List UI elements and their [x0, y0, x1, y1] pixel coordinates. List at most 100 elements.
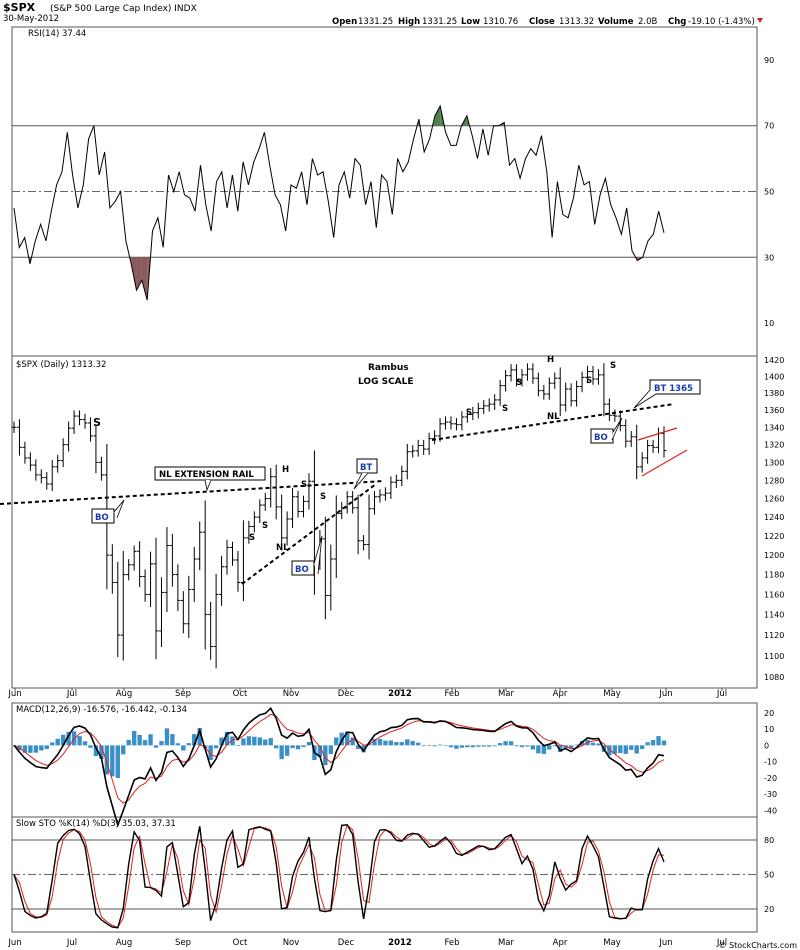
rsi-tick-label: 10 [764, 319, 774, 328]
macd-histogram-bar [497, 743, 503, 746]
macd-histogram-bar [142, 740, 148, 746]
macd-histogram-bar [126, 739, 131, 746]
macd-histogram-bar [339, 732, 344, 746]
hs-neckline [431, 403, 675, 441]
bo-label-2: BO [295, 565, 309, 575]
x-axis-label-upper: May [603, 689, 621, 699]
macd-histogram-bar [290, 745, 295, 748]
macd-histogram-bar [394, 742, 399, 746]
rsi-line [13, 104, 665, 301]
price-tick-label: 1300 [764, 458, 784, 467]
head-label-1: H [282, 465, 289, 475]
rsi-overbought-fill [434, 105, 441, 126]
macd-histogram-bar [22, 745, 28, 753]
shoulder-label-9: S [586, 376, 592, 386]
macd-tick-label: 20 [764, 709, 774, 718]
macd-histogram-bar [487, 745, 492, 747]
macd-histogram-bar [383, 740, 388, 746]
price-tick-label: 1380 [764, 389, 784, 398]
macd-histogram-bar [328, 745, 333, 755]
volume-label: Volume [598, 17, 634, 27]
macd-histogram-bar [476, 745, 481, 747]
macd-histogram-bar [558, 745, 563, 753]
open-value: 1331.25 [358, 17, 393, 27]
macd-histogram-bar [508, 741, 514, 746]
annotation-author: Rambus [368, 363, 409, 373]
nl-rail-pointer [204, 479, 212, 492]
price-layer: 1080 1100 1120 1140 1160 1180 1200 1220 1240 1260… [11, 356, 784, 682]
sto-layer: 20 50 80 [12, 824, 774, 929]
macd-histogram-bar [448, 745, 454, 748]
macd-histogram-bar [60, 734, 66, 746]
bo-label-3: BO [594, 433, 608, 443]
macd-histogram-bar [164, 728, 170, 746]
low-value: 1310.76 [483, 17, 518, 27]
macd-tick-label: -40 [764, 807, 777, 816]
x-axis-label-upper: 2012 [388, 689, 412, 699]
price-tick-label: 1200 [764, 551, 784, 560]
macd-histogram-bar [465, 745, 470, 748]
shoulder-label-3: S [320, 492, 326, 502]
channel-lower-line [641, 449, 688, 477]
macd-histogram-bar [192, 734, 197, 746]
macd-histogram-bar [110, 745, 115, 777]
x-axis-label-lower: Sep [175, 938, 191, 948]
macd-histogram-bar [639, 745, 645, 749]
x-axis-label-lower: Jun [658, 938, 672, 948]
neckline-extension-rail [0, 480, 385, 505]
macd-histogram-bar [492, 745, 497, 747]
macd-histogram-bar [213, 745, 219, 749]
x-axis-label-upper: Oct [233, 689, 248, 699]
macd-histogram-bar [416, 742, 421, 746]
close-value: 1313.32 [559, 17, 594, 27]
macd-histogram-bar [372, 738, 377, 746]
x-axis-label-upper: Jul [66, 689, 77, 699]
macd-histogram-bar [650, 740, 656, 746]
macd-histogram-bar [317, 745, 323, 757]
price-tick-label: 1280 [764, 476, 784, 485]
price-tick-label: 1420 [764, 356, 784, 365]
close-label: Close [529, 17, 555, 27]
rsi-tick-label: 50 [764, 188, 774, 197]
x-axis-label-upper: Jul [716, 689, 727, 699]
macd-histogram-bar [306, 741, 312, 746]
macd-histogram-bar [399, 742, 404, 746]
sto-title: Slow STO %K(14) %D(3) 35.03, 37.31 [16, 819, 176, 829]
macd-histogram-bar [77, 736, 82, 746]
macd-histogram-bar [596, 743, 601, 746]
macd-histogram-bar [153, 745, 159, 748]
bo-pointer-3 [611, 417, 623, 441]
x-axis-label-upper: Feb [444, 689, 459, 699]
macd-histogram-bar [574, 744, 579, 746]
down-arrow-icon [757, 18, 763, 23]
macd-histogram-bar [104, 745, 110, 775]
macd-histogram-bar [645, 742, 650, 746]
macd-histogram-bar [148, 734, 153, 746]
macd-histogram-bar [612, 745, 618, 754]
price-tick-label: 1260 [764, 495, 784, 504]
macd-histogram-bar [28, 745, 33, 753]
chg-label: Chg [668, 17, 686, 27]
price-tick-label: 1100 [764, 652, 784, 661]
macd-histogram-bar [481, 745, 486, 747]
macd-histogram-bar [530, 745, 536, 750]
bt-label: BT [360, 463, 372, 473]
price-tick-label: 1140 [764, 611, 784, 620]
chg-value: -19.10 (-1.43%) [688, 17, 755, 27]
macd-histogram-bar [623, 745, 628, 754]
macd-histogram-bar [503, 741, 508, 746]
shoulder-label-10: S [610, 361, 616, 371]
x-axis-label-upper: Apr [553, 689, 568, 699]
macd-histogram-bar [547, 745, 552, 750]
macd-histogram-bar [519, 745, 525, 748]
macd-histogram-bar [295, 745, 301, 750]
price-tick-label: 1080 [764, 673, 784, 682]
macd-histogram-bar [377, 738, 383, 746]
macd-histogram-bar [170, 734, 175, 746]
open-label: Open [332, 17, 357, 27]
macd-histogram-bar [66, 731, 71, 746]
symbol-name: (S&P 500 Large Cap Index) INDX [50, 4, 197, 14]
macd-histogram-bar [541, 745, 547, 754]
sto-d-line [13, 824, 665, 929]
